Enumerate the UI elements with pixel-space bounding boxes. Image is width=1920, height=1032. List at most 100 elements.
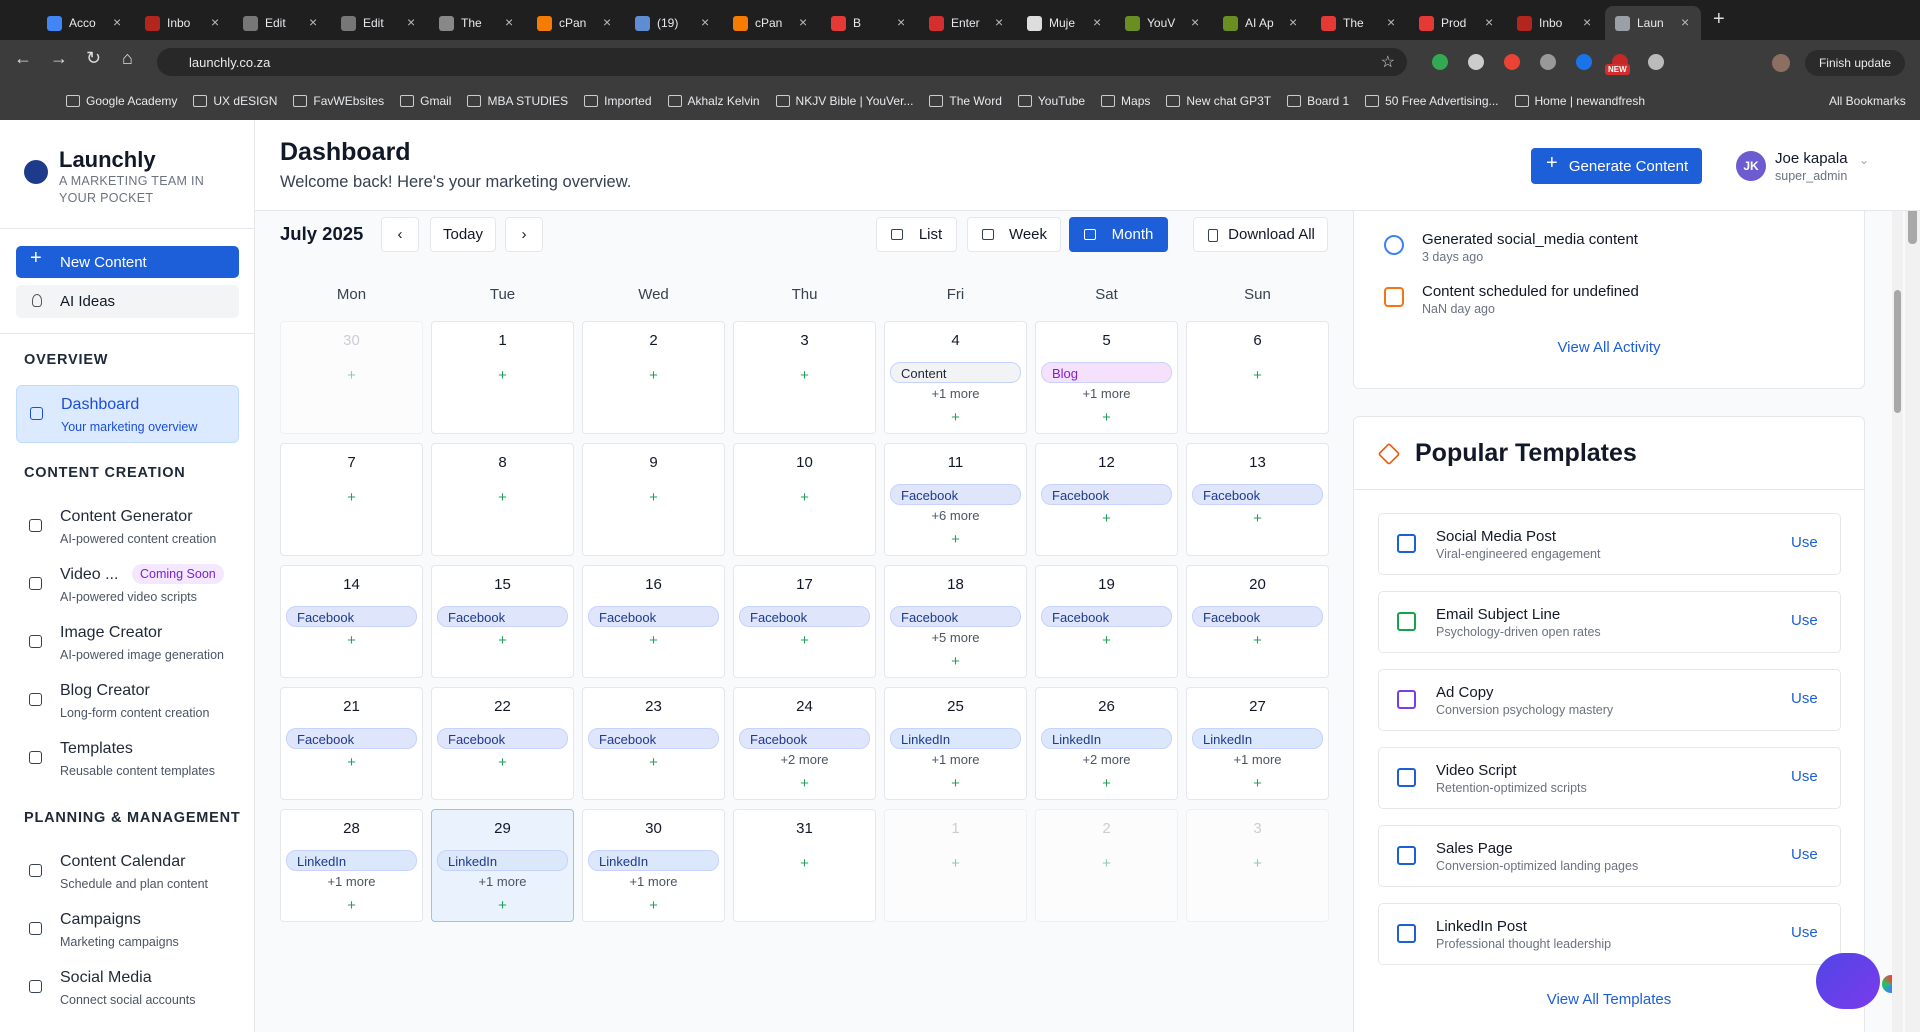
view-button[interactable]: Month xyxy=(1069,217,1168,252)
day-cell[interactable]: 9 + xyxy=(582,443,725,556)
profile-avatar[interactable] xyxy=(1772,54,1790,72)
day-cell[interactable]: 18 Facebook +5 more + xyxy=(884,565,1027,678)
use-button[interactable]: Use xyxy=(1791,846,1818,863)
event-chip[interactable]: Facebook xyxy=(437,606,568,627)
tab-close[interactable]: × xyxy=(309,14,318,30)
tab-close[interactable]: × xyxy=(1485,14,1494,30)
nav-item[interactable]: Video ... AI-powered video scripts Coming … xyxy=(16,556,239,614)
event-chip[interactable]: Facebook xyxy=(1192,484,1323,505)
event-chip[interactable]: LinkedIn xyxy=(588,850,719,871)
more-link[interactable]: +1 more xyxy=(629,874,678,889)
tab-close[interactable]: × xyxy=(1681,14,1690,30)
add-event[interactable]: + xyxy=(347,897,356,914)
event-chip[interactable]: LinkedIn xyxy=(286,850,417,871)
add-event[interactable]: + xyxy=(800,367,809,384)
day-cell[interactable]: 30 + xyxy=(280,321,423,434)
day-cell[interactable]: 13 Facebook + xyxy=(1186,443,1329,556)
day-cell[interactable]: 29 LinkedIn +1 more + xyxy=(431,809,574,922)
event-chip[interactable]: Facebook xyxy=(437,728,568,749)
add-event[interactable]: + xyxy=(951,775,960,792)
ai-ideas-button[interactable]: AI Ideas xyxy=(16,285,239,318)
view-all-activity[interactable]: View All Activity xyxy=(1557,339,1661,356)
add-event[interactable]: + xyxy=(800,489,809,506)
day-cell[interactable]: 19 Facebook + xyxy=(1035,565,1178,678)
new-content-button[interactable]: New Content xyxy=(16,246,239,278)
more-link[interactable]: +1 more xyxy=(327,874,376,889)
day-cell[interactable]: 23 Facebook + xyxy=(582,687,725,800)
tab-close[interactable]: × xyxy=(211,14,220,30)
extension-icon[interactable] xyxy=(1648,54,1664,70)
day-cell[interactable]: 1 + xyxy=(884,809,1027,922)
more-link[interactable]: +1 more xyxy=(931,386,980,401)
day-cell[interactable]: 4 Content +1 more + xyxy=(884,321,1027,434)
tab[interactable]: Laun × xyxy=(1605,6,1701,40)
day-cell[interactable]: 21 Facebook + xyxy=(280,687,423,800)
day-cell[interactable]: 31 + xyxy=(733,809,876,922)
use-button[interactable]: Use xyxy=(1791,924,1818,941)
tab-close[interactable]: × xyxy=(1093,14,1102,30)
scrollbar-thumb[interactable] xyxy=(1894,290,1901,413)
use-button[interactable]: Use xyxy=(1791,612,1818,629)
template-item[interactable]: Sales Page Conversion-optimized landing p… xyxy=(1378,825,1841,887)
event-chip[interactable]: Facebook xyxy=(890,484,1021,505)
nav-button[interactable]: ⌂ xyxy=(122,48,133,68)
nav-item[interactable]: Content Generator AI-powered content crea… xyxy=(16,498,239,556)
day-cell[interactable]: 12 Facebook + xyxy=(1035,443,1178,556)
tab[interactable]: Edit × xyxy=(331,6,427,40)
add-event[interactable]: + xyxy=(1102,855,1111,872)
tab[interactable]: The × xyxy=(1311,6,1407,40)
more-link[interactable]: +1 more xyxy=(931,752,980,767)
day-cell[interactable]: 1 + xyxy=(431,321,574,434)
template-item[interactable]: Video Script Retention-optimized scripts U… xyxy=(1378,747,1841,809)
add-event[interactable]: + xyxy=(649,367,658,384)
day-cell[interactable]: 7 + xyxy=(280,443,423,556)
day-cell[interactable]: 2 + xyxy=(582,321,725,434)
add-event[interactable]: + xyxy=(498,489,507,506)
extension-icon[interactable] xyxy=(1468,54,1484,70)
add-event[interactable]: + xyxy=(800,632,809,649)
more-link[interactable]: +2 more xyxy=(780,752,829,767)
more-link[interactable]: +1 more xyxy=(1233,752,1282,767)
add-event[interactable]: + xyxy=(951,855,960,872)
user-avatar[interactable]: JK xyxy=(1736,151,1766,181)
more-link[interactable]: +2 more xyxy=(1082,752,1131,767)
download-all[interactable]: Download All xyxy=(1193,217,1328,252)
day-cell[interactable]: 16 Facebook + xyxy=(582,565,725,678)
event-chip[interactable]: LinkedIn xyxy=(1192,728,1323,749)
event-chip[interactable]: Facebook xyxy=(286,606,417,627)
day-cell[interactable]: 6 + xyxy=(1186,321,1329,434)
nav-item[interactable]: Social Media Connect social accounts xyxy=(16,959,239,1017)
use-button[interactable]: Use xyxy=(1791,690,1818,707)
nav-item[interactable]: Campaigns Marketing campaigns xyxy=(16,901,239,959)
generate-content-button[interactable]: Generate Content xyxy=(1531,148,1702,184)
tab[interactable]: Prod × xyxy=(1409,6,1505,40)
add-event[interactable]: + xyxy=(951,531,960,548)
tab[interactable]: Inbo × xyxy=(1507,6,1603,40)
day-cell[interactable]: 5 Blog +1 more + xyxy=(1035,321,1178,434)
add-event[interactable]: + xyxy=(347,754,356,771)
nav-button[interactable]: ← xyxy=(14,48,32,68)
add-event[interactable]: + xyxy=(951,653,960,670)
tab[interactable]: cPan × xyxy=(723,6,819,40)
day-cell[interactable]: 3 + xyxy=(733,321,876,434)
tab-close[interactable]: × xyxy=(897,14,906,30)
day-cell[interactable]: 27 LinkedIn +1 more + xyxy=(1186,687,1329,800)
use-button[interactable]: Use xyxy=(1791,534,1818,551)
add-event[interactable]: + xyxy=(498,367,507,384)
use-button[interactable]: Use xyxy=(1791,768,1818,785)
add-event[interactable]: + xyxy=(1102,632,1111,649)
tab[interactable]: (19) × xyxy=(625,6,721,40)
nav-item[interactable]: Templates Reusable content templates xyxy=(16,730,239,788)
add-event[interactable]: + xyxy=(498,897,507,914)
day-cell[interactable]: 24 Facebook +2 more + xyxy=(733,687,876,800)
extension-icon[interactable] xyxy=(1540,54,1556,70)
nav-item[interactable]: Dashboard Your marketing overview xyxy=(16,385,239,443)
day-cell[interactable]: 10 + xyxy=(733,443,876,556)
extension-icon[interactable] xyxy=(1504,54,1520,70)
add-event[interactable]: + xyxy=(347,632,356,649)
event-chip[interactable]: Blog xyxy=(1041,362,1172,383)
event-chip[interactable]: Facebook xyxy=(739,606,870,627)
finish-update[interactable]: Finish update xyxy=(1805,50,1905,76)
chat-button[interactable] xyxy=(1816,953,1880,1009)
tab[interactable]: Acco × xyxy=(37,6,133,40)
